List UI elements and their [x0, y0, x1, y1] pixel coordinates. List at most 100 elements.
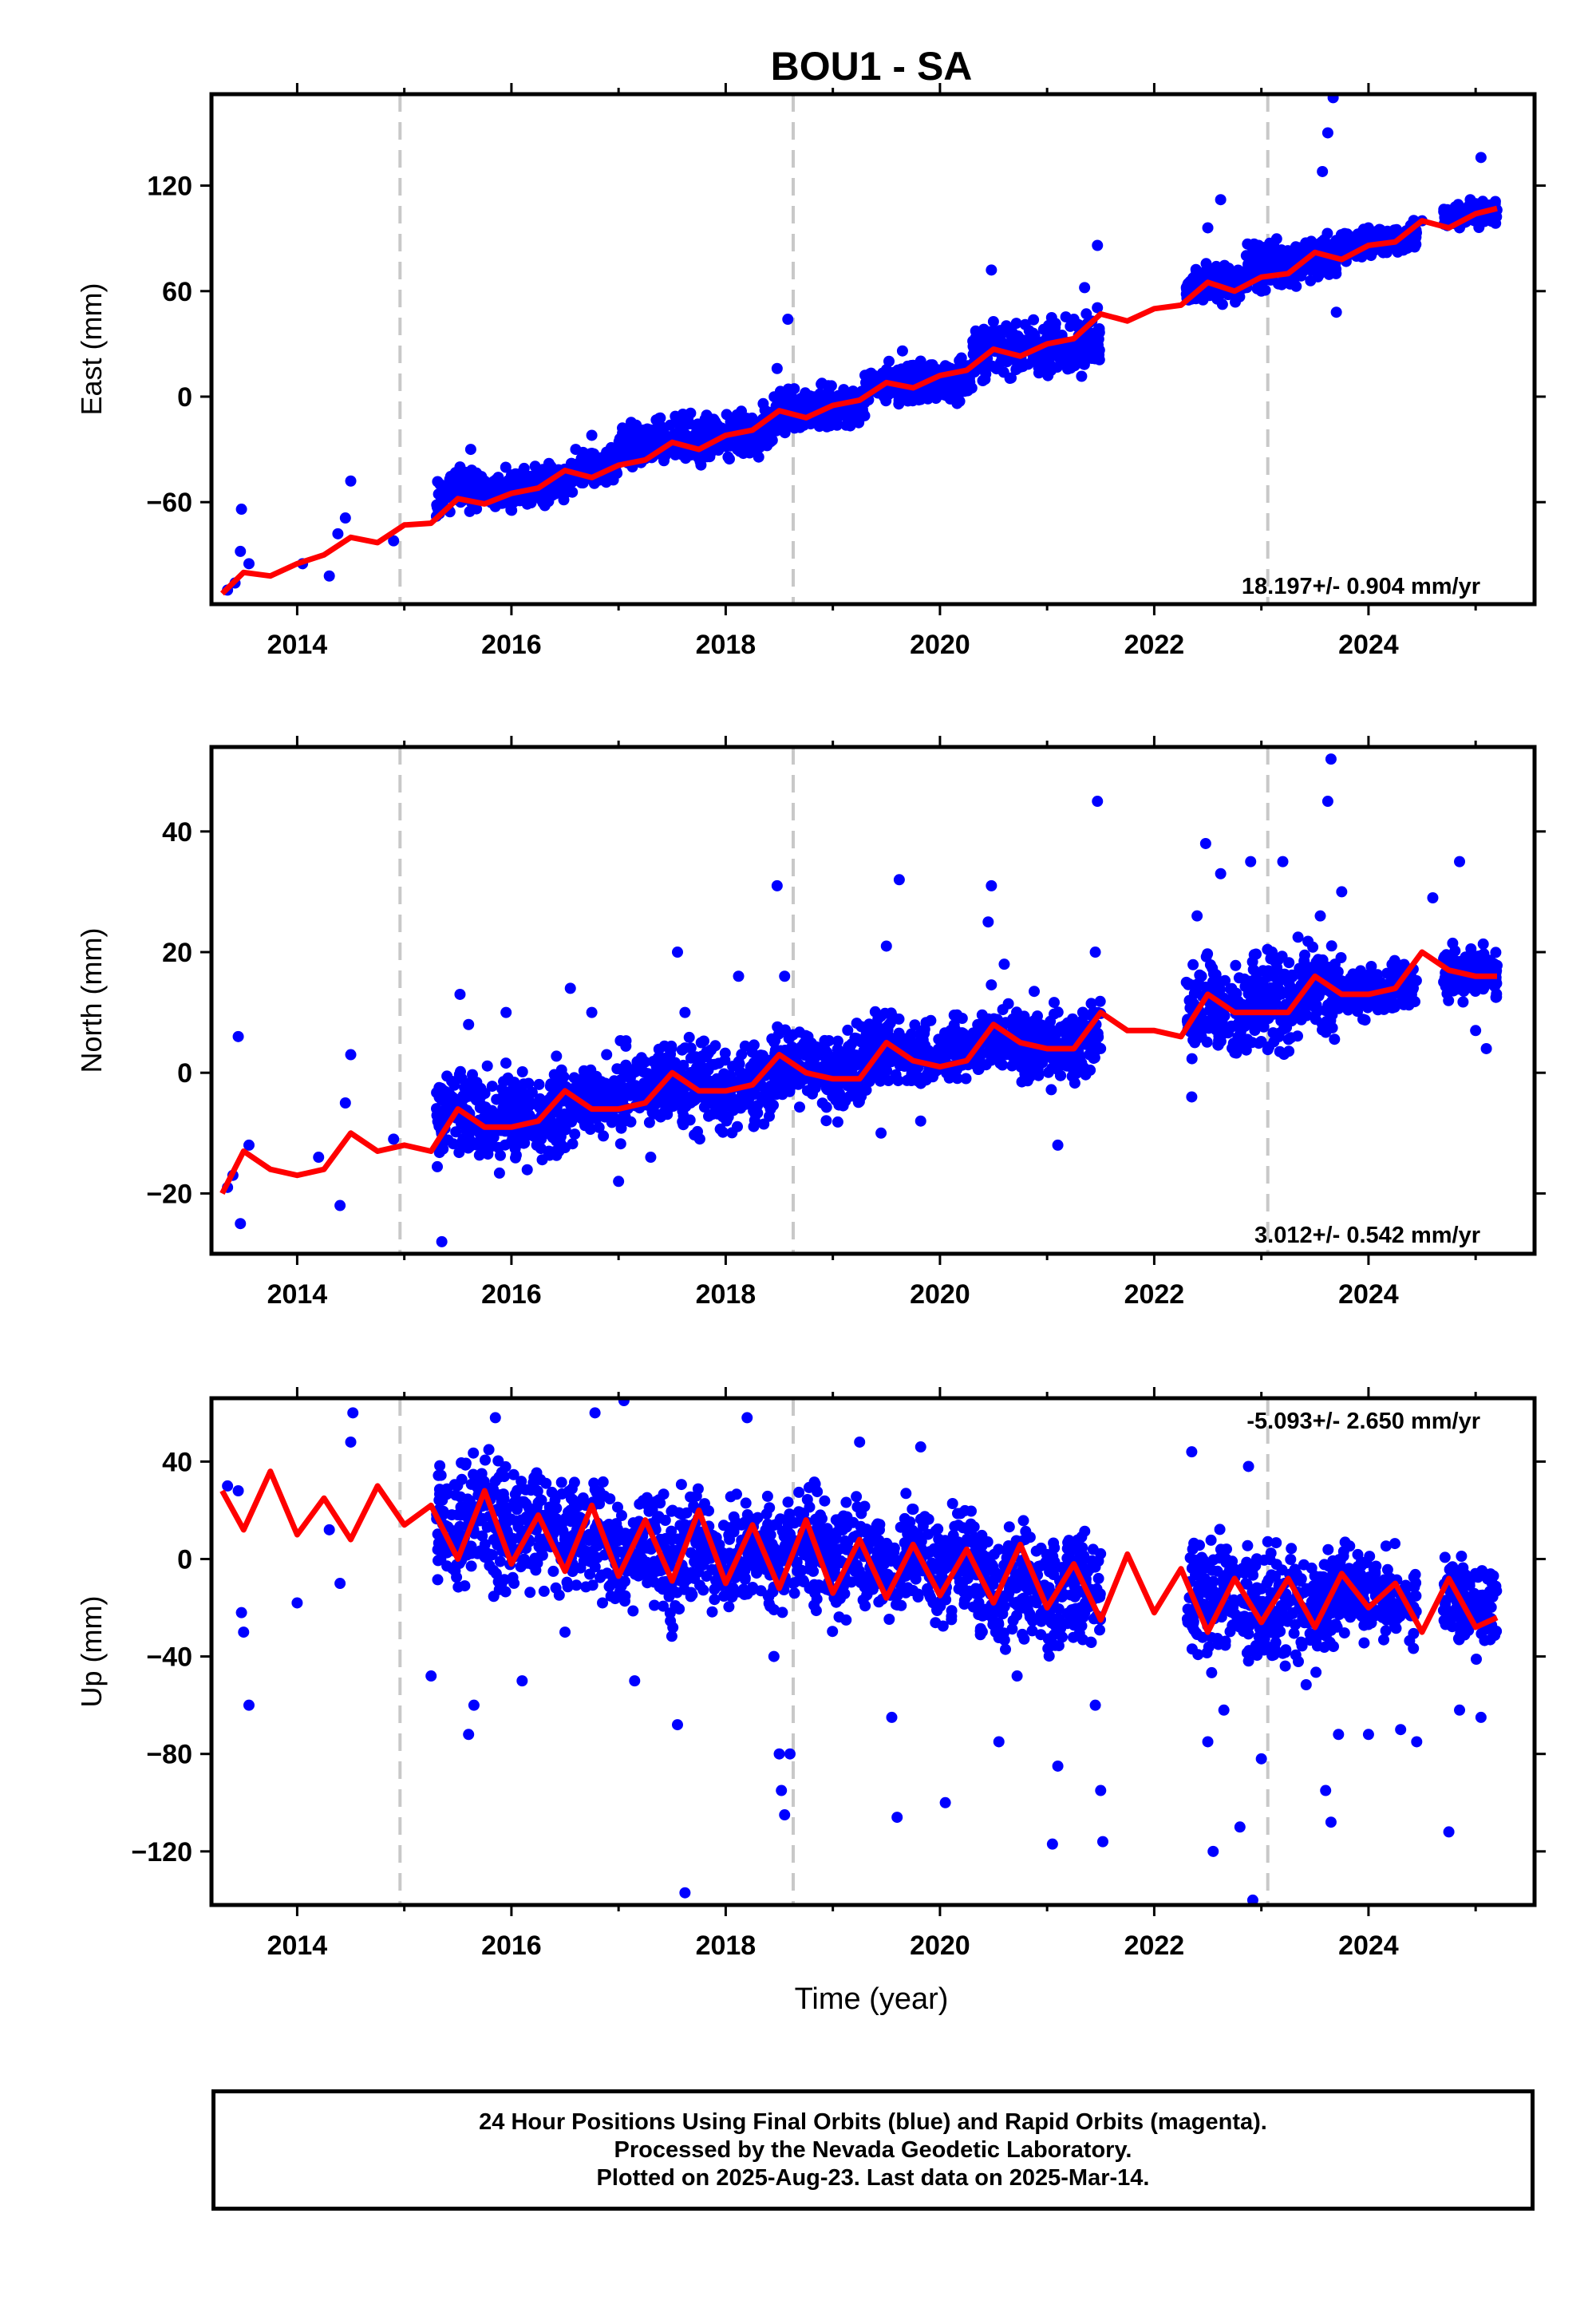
- model-line: [219, 949, 1497, 1195]
- data-point: [782, 314, 794, 326]
- data-point: [1045, 364, 1057, 376]
- data-point: [774, 400, 786, 412]
- data-point: [1444, 954, 1456, 965]
- data-point: [1304, 260, 1316, 272]
- data-point: [824, 416, 836, 428]
- data-point: [816, 1044, 828, 1055]
- x-tick-label: 2018: [696, 630, 757, 660]
- data-point: [1339, 227, 1350, 239]
- data-point: [780, 1024, 791, 1036]
- data-point: [741, 419, 753, 431]
- data-point: [650, 1108, 662, 1120]
- data-point: [453, 1147, 465, 1159]
- data-point: [473, 1149, 485, 1161]
- data-point: [907, 362, 919, 374]
- data-point: [678, 1059, 689, 1071]
- data-point: [896, 345, 908, 357]
- data-point: [1029, 1014, 1040, 1026]
- data-point: [824, 1083, 835, 1095]
- data-point: [660, 1103, 672, 1115]
- data-point: [1234, 290, 1246, 302]
- data-point: [1092, 302, 1104, 314]
- data-point: [484, 1559, 496, 1571]
- data-point: [987, 316, 999, 327]
- data-point: [880, 940, 892, 952]
- data-point: [792, 1078, 804, 1090]
- data-point: [647, 1056, 659, 1067]
- data-point: [1480, 1042, 1492, 1054]
- data-point: [582, 454, 594, 465]
- data-point: [235, 504, 247, 516]
- data-point: [1065, 362, 1077, 374]
- data-point: [683, 1031, 695, 1043]
- data-point: [1278, 1015, 1290, 1027]
- data-point: [1230, 959, 1242, 971]
- data-point: [843, 1052, 855, 1064]
- data-point: [437, 1143, 449, 1155]
- data-point: [1207, 1008, 1219, 1020]
- data-point: [243, 1139, 255, 1151]
- data-point: [880, 366, 892, 378]
- data-point: [788, 422, 800, 434]
- data-point: [493, 1167, 505, 1179]
- data-point: [1229, 267, 1241, 279]
- data-point: [500, 1057, 512, 1069]
- data-point: [494, 1555, 506, 1567]
- data-point: [1317, 954, 1329, 966]
- data-point: [459, 1081, 471, 1093]
- data-point: [1004, 373, 1016, 384]
- data-point: [938, 377, 950, 389]
- data-point: [790, 1044, 802, 1056]
- data-point: [1464, 194, 1476, 206]
- data-point: [745, 433, 757, 445]
- data-point: [563, 1506, 575, 1518]
- data-points: [222, 1398, 1503, 1905]
- data-point: [1440, 207, 1452, 219]
- data-point: [436, 1235, 448, 1247]
- data-point: [1365, 961, 1377, 972]
- data-point: [666, 1042, 678, 1054]
- data-point: [995, 357, 1006, 369]
- data-point: [465, 1560, 477, 1572]
- data-point: [739, 1040, 751, 1052]
- y-axis-label: North (mm): [75, 928, 108, 1073]
- data-point: [555, 1476, 567, 1488]
- data-point: [1049, 1008, 1060, 1020]
- data-point: [1020, 1049, 1031, 1060]
- data-point: [906, 1067, 918, 1079]
- data-point: [1327, 94, 1339, 104]
- data-point: [717, 1111, 729, 1123]
- data-point: [915, 1030, 926, 1041]
- data-point: [1092, 796, 1104, 808]
- data-point: [388, 1133, 400, 1145]
- data-point: [986, 879, 998, 891]
- data-point: [471, 1139, 482, 1151]
- data-point: [1094, 995, 1106, 1007]
- data-point: [561, 1576, 573, 1588]
- data-point: [516, 1066, 528, 1077]
- data-point: [243, 558, 255, 570]
- data-point: [1266, 947, 1278, 958]
- data-point: [1080, 344, 1092, 356]
- data-point: [1349, 979, 1361, 991]
- data-point: [1330, 267, 1342, 279]
- data-point: [500, 1139, 511, 1151]
- data-point: [432, 476, 444, 488]
- data-point: [1187, 958, 1199, 970]
- data-point: [678, 1119, 689, 1131]
- data-point: [902, 1036, 914, 1048]
- data-point: [1457, 204, 1469, 215]
- data-point: [1475, 152, 1487, 164]
- data-point: [726, 1127, 738, 1139]
- data-point: [802, 1031, 814, 1042]
- data-point: [844, 420, 856, 432]
- data-point: [853, 417, 865, 429]
- data-point: [1375, 976, 1387, 988]
- data-point: [1206, 1018, 1218, 1030]
- data-point: [832, 1035, 843, 1047]
- data-point: [1093, 323, 1105, 334]
- data-point: [1302, 935, 1314, 947]
- y-tick-label: 40: [162, 817, 192, 848]
- model-line: [219, 205, 1498, 596]
